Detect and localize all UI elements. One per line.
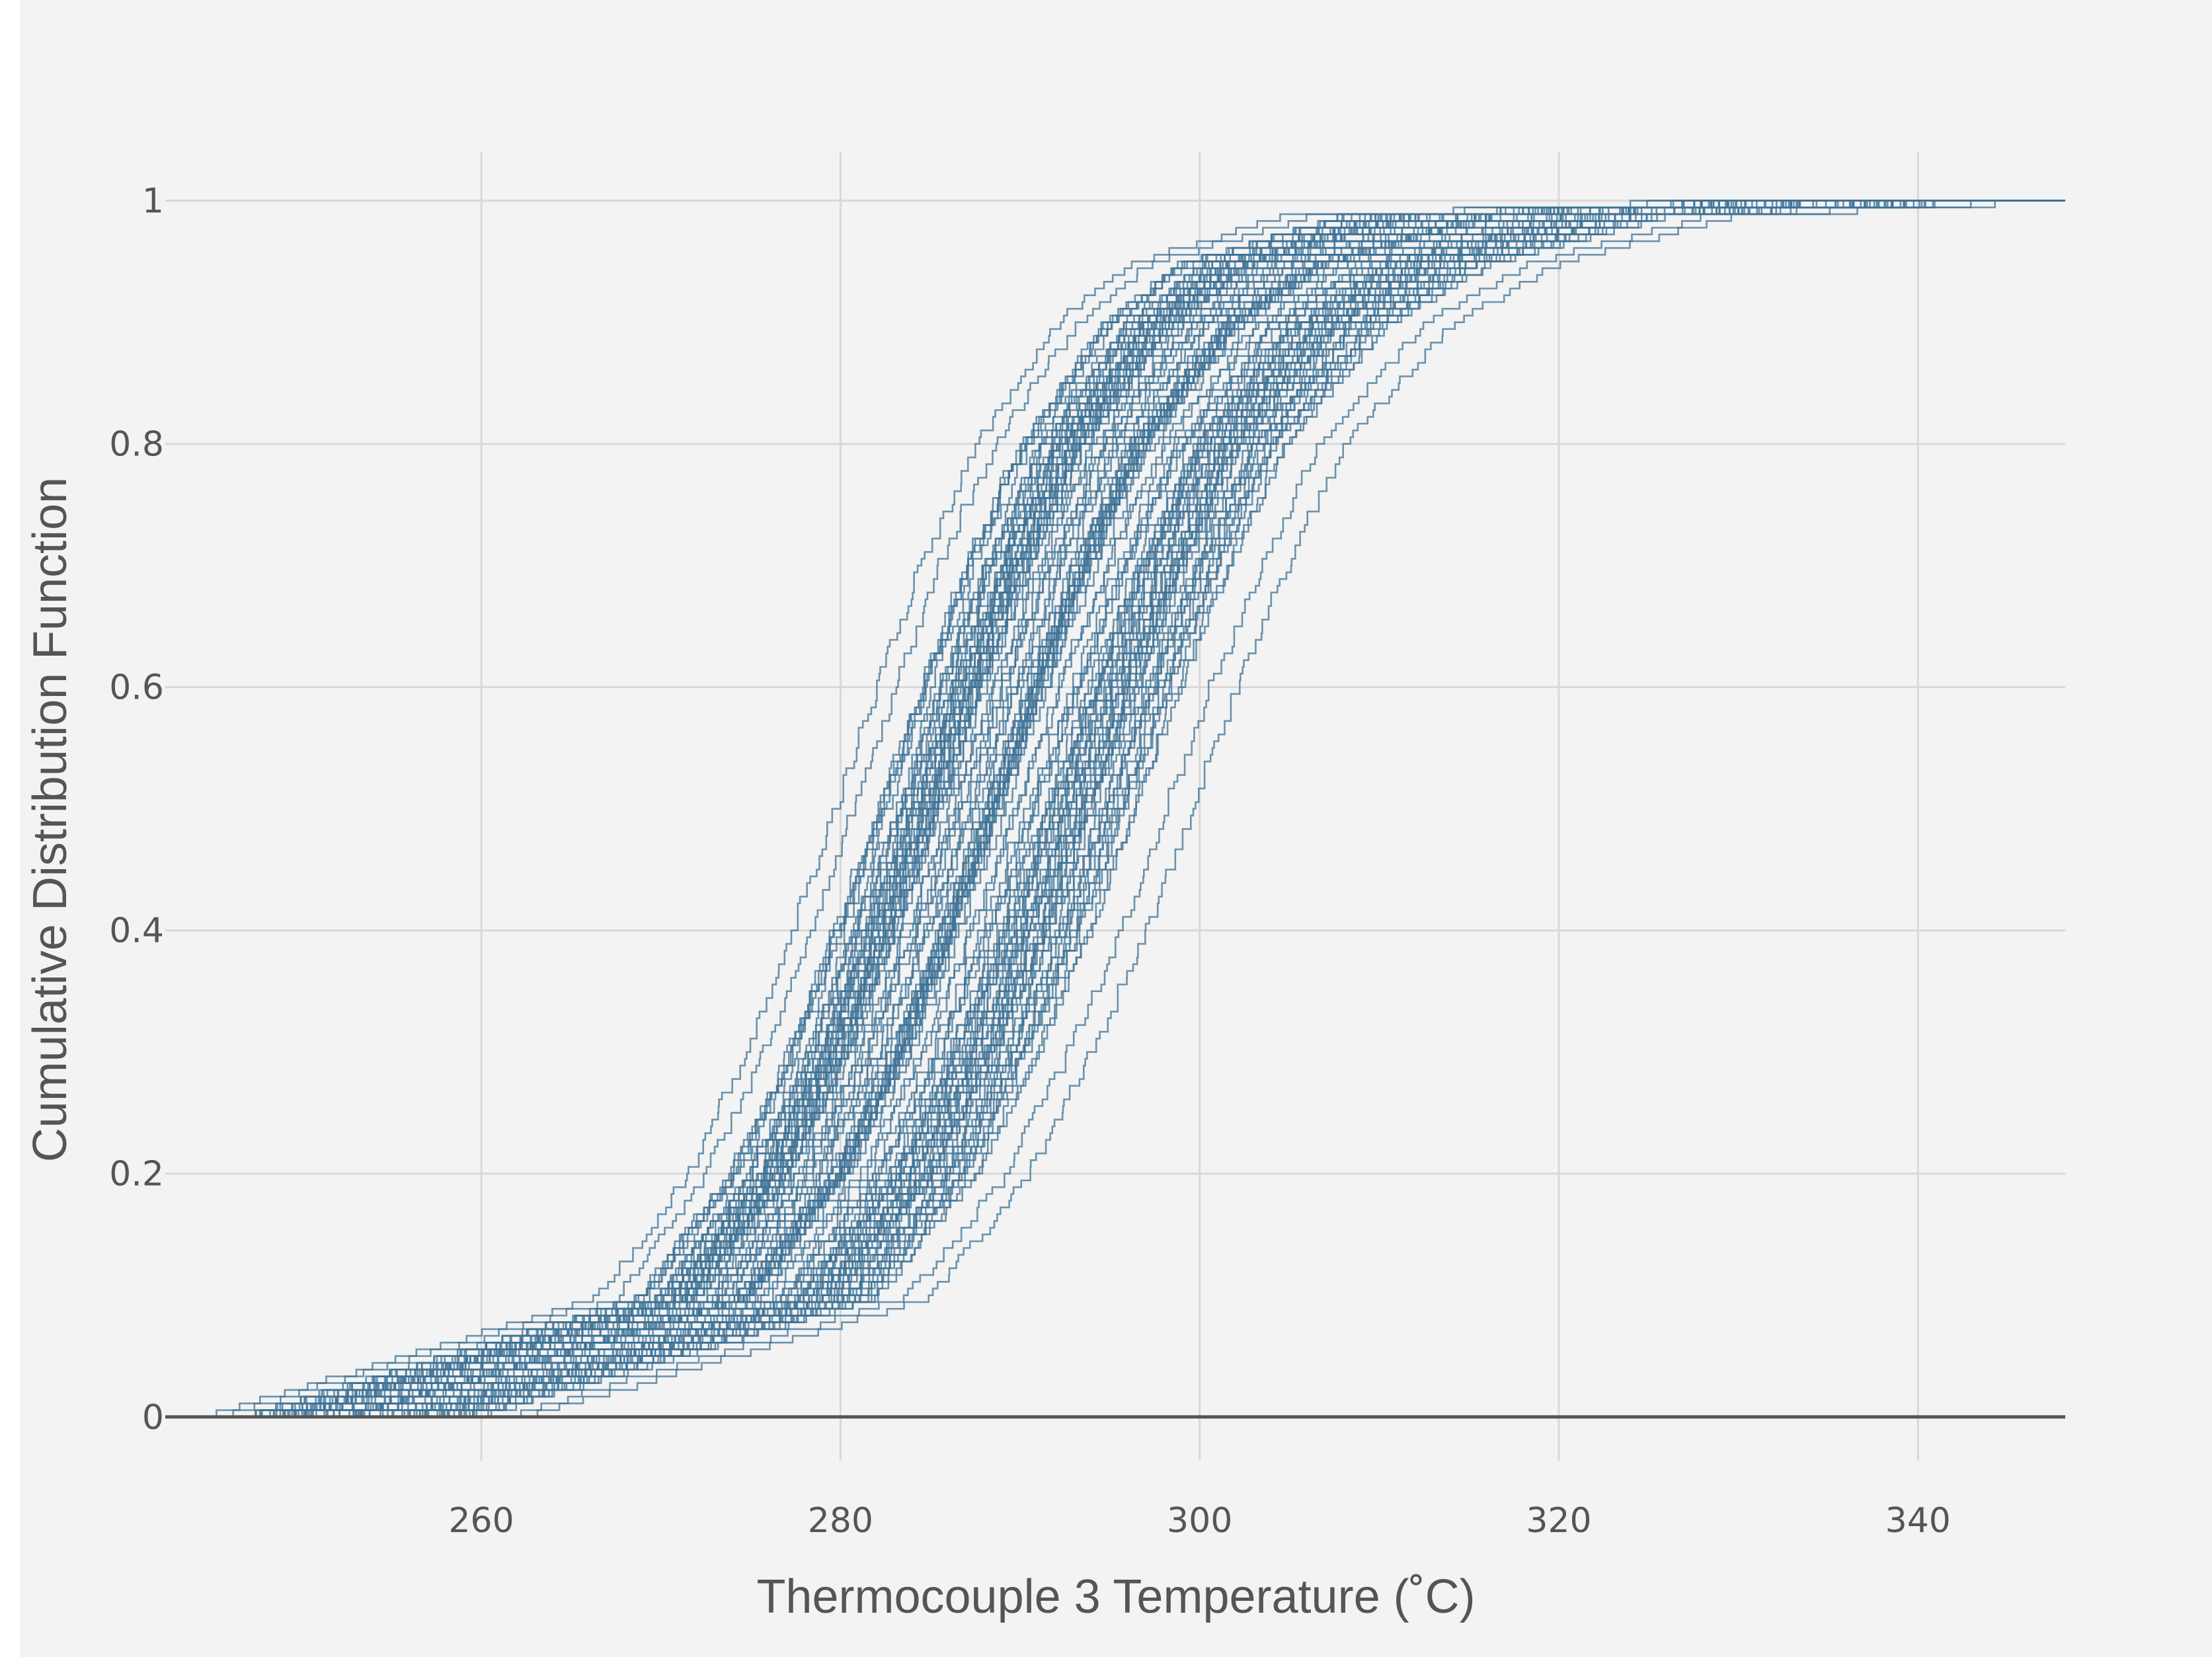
cdf-series-line — [165, 200, 2065, 1418]
y-tick-label: 0.2 — [109, 1155, 164, 1194]
x-tick-label: 340 — [1885, 1501, 1951, 1541]
cdf-series-line — [165, 200, 2065, 1418]
cdf-series-line — [165, 200, 2065, 1418]
y-tick-label: 0.8 — [109, 425, 164, 465]
cdf-series-line — [165, 200, 2065, 1418]
y-tick-label: 0 — [142, 1398, 164, 1438]
cdf-series-line — [165, 200, 2065, 1418]
y-tick-labels: 0 0.2 0.4 0.6 0.8 1 — [109, 182, 164, 1438]
y-axis-title: Cumulative Distribution Function — [24, 477, 77, 1162]
cdf-series-line — [165, 200, 2065, 1418]
y-tick-label: 0.4 — [109, 911, 164, 951]
grid — [165, 152, 2065, 1461]
cdf-series-line — [165, 200, 2065, 1418]
y-tick-label: 0.6 — [109, 668, 164, 708]
cdf-series-line — [165, 200, 2065, 1418]
cdf-series-line — [165, 200, 2065, 1418]
cdf-series-line — [165, 200, 2065, 1418]
cdf-series-line — [165, 200, 2065, 1418]
cdf-series-line — [165, 200, 2065, 1418]
cdf-series-line — [165, 200, 2065, 1418]
cdf-series-line — [165, 200, 2065, 1418]
cdf-series-line — [165, 200, 2065, 1418]
series-group — [165, 200, 2065, 1418]
cdf-series-line — [165, 200, 2065, 1418]
cdf-series-line — [165, 200, 2065, 1418]
cdf-series-line — [165, 200, 2065, 1418]
cdf-series-line — [165, 200, 2065, 1418]
x-tick-label: 320 — [1526, 1501, 1591, 1541]
cdf-series-line — [165, 200, 2065, 1418]
cdf-series-line — [165, 200, 2065, 1418]
x-tick-label: 280 — [808, 1501, 873, 1541]
x-tick-labels: 260 280 300 320 340 — [448, 1501, 1950, 1541]
cdf-series-line — [165, 200, 2065, 1418]
x-axis-title: Thermocouple 3 Temperature (˚C) — [756, 1570, 1475, 1623]
cdf-series-line — [165, 200, 2065, 1418]
x-tick-label: 300 — [1167, 1501, 1232, 1541]
cdf-series-line — [165, 200, 2065, 1418]
cdf-series-line — [165, 200, 2065, 1418]
cdf-series-line — [165, 200, 2065, 1418]
x-tick-label: 260 — [448, 1501, 514, 1541]
cdf-series-line — [165, 200, 2065, 1418]
cdf-series-line — [165, 200, 2065, 1418]
cdf-series-line — [165, 200, 2065, 1418]
y-tick-label: 1 — [142, 182, 164, 221]
cdf-series-line — [165, 200, 2065, 1418]
cdf-series-line — [165, 200, 2065, 1418]
